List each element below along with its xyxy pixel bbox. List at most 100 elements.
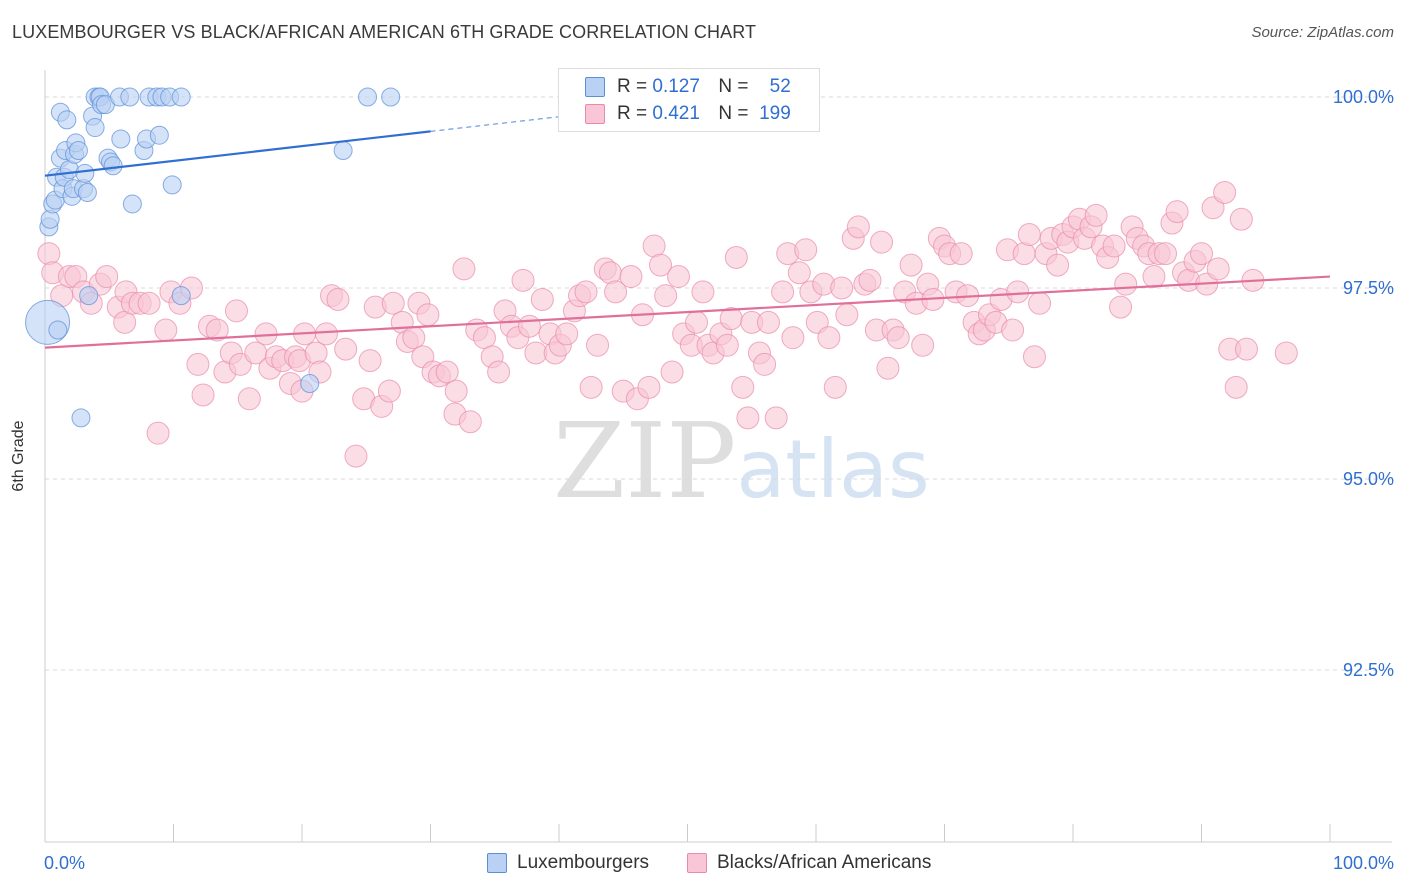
point-luxembourgers [77,183,97,202]
legend-label: Luxembourgers [517,852,650,873]
point-blacks-african-americans [787,261,811,285]
point-luxembourgers [149,125,169,145]
point-blacks-african-americans [736,406,760,430]
point-blacks-african-americans [517,314,541,338]
point-blacks-african-americans [205,318,229,342]
point-blacks-african-americans [598,261,622,285]
point-blacks-african-americans [511,268,535,292]
stats-row-luxembourgers: R = 0.127 N = 52 [585,75,791,99]
point-blacks-african-americans [186,352,210,376]
point-blacks-african-americans [237,387,261,411]
point-luxembourgers [333,140,353,160]
stats-row-blacks: R = 0.421 N = 199 [585,102,791,126]
watermark: ZIPatlas [553,400,930,522]
point-blacks-african-americans [224,299,248,323]
point-blacks-african-americans [334,337,358,361]
point-blacks-african-americans [530,287,554,311]
n-key: N = [718,103,749,124]
r-value: 0.127 [652,76,700,97]
point-blacks-african-americans [771,280,795,304]
point-blacks-african-americans [1165,200,1189,224]
point-luxembourgers [120,87,140,107]
point-blacks-african-americans [37,242,61,266]
point-blacks-african-americans [1046,253,1070,277]
point-luxembourgers [85,118,105,138]
point-blacks-african-americans [1206,257,1230,281]
watermark-atlas: atlas [736,423,930,516]
legend-item-blacks-african-americans[interactable]: Blacks/African Americans [687,852,931,874]
axes [44,70,1392,843]
point-blacks-african-americans [1213,181,1237,204]
point-blacks-african-americans [753,352,777,376]
point-blacks-african-americans [304,341,328,365]
point-blacks-african-americans [191,383,215,407]
point-blacks-african-americans [1142,265,1166,289]
point-luxembourgers [111,129,131,149]
legend-item-luxembourgers[interactable]: Luxembourgers [487,852,649,874]
point-blacks-african-americans [377,379,401,403]
point-luxembourgers [162,175,182,195]
point-blacks-african-americans [1201,196,1225,220]
point-blacks-african-americans [381,291,405,315]
point-blacks-african-americans [660,360,684,384]
y-tick-label: 100.0% [1332,87,1394,107]
point-luxembourgers [71,408,91,428]
point-blacks-african-americans [949,242,973,266]
point-blacks-african-americans [574,280,598,304]
point-blacks-african-americans [137,291,161,315]
point-luxembourgers [79,286,99,306]
point-blacks-african-americans [1190,242,1213,266]
point-blacks-african-americans [830,276,854,300]
gridlines [45,96,1392,671]
n-value: 52 [769,76,791,97]
point-luxembourgers [75,163,95,183]
x-tick-label-min: 0.0% [44,853,86,873]
point-blacks-african-americans [764,406,788,430]
point-blacks-african-americans [146,421,170,445]
chart-title: LUXEMBOURGER VS BLACK/AFRICAN AMERICAN 6… [12,22,757,42]
point-luxembourgers [57,110,77,130]
point-blacks-african-americans [911,333,935,357]
point-blacks-african-americans [731,375,755,399]
point-blacks-african-americans [1001,318,1025,342]
trend-line-luxembourgers [44,130,431,177]
point-blacks-african-americans [684,310,708,334]
pink-swatch [585,104,605,124]
point-luxembourgers [103,156,123,176]
point-blacks-african-americans [95,265,119,289]
point-blacks-african-americans [604,280,628,304]
point-blacks-african-americans [444,379,468,403]
point-blacks-african-americans [654,284,678,308]
point-blacks-african-americans [1022,345,1046,369]
r-key: R = [617,76,648,97]
point-luxembourgers [171,286,191,306]
point-blacks-african-americans [835,303,859,327]
point-blacks-african-americans [326,287,350,311]
n-key: N = [718,76,749,97]
y-tick-label: 92.5% [1342,660,1394,680]
point-blacks-african-americans [1028,291,1052,315]
r-key: R = [617,103,648,124]
point-blacks-african-americans [667,265,691,289]
point-blacks-african-americans [846,215,870,239]
point-blacks-african-americans [691,280,715,304]
point-blacks-african-americans [1234,337,1258,361]
point-blacks-african-americans [1012,242,1036,266]
stats-legend: R = 0.127 N = 52 R = 0.421 N = 199 [558,68,820,132]
series-blacks-african-americans [37,181,1298,468]
watermark-zip: ZIP [553,400,737,522]
trend-line-blacks-african-americans [44,275,1331,349]
point-blacks-african-americans [416,303,440,327]
point-blacks-african-americans [1229,207,1253,231]
source-label: Source: ZipAtlas.com [1251,24,1394,41]
point-luxembourgers [48,320,68,340]
point-blacks-african-americans [487,360,511,384]
y-axis-label: 6th Grade [10,420,27,492]
point-blacks-african-americans [794,238,818,262]
point-blacks-african-americans [637,375,661,399]
point-blacks-african-americans [876,356,900,380]
point-blacks-african-americans [1114,272,1138,296]
point-blacks-african-americans [805,310,829,334]
point-blacks-african-americans [756,310,780,334]
